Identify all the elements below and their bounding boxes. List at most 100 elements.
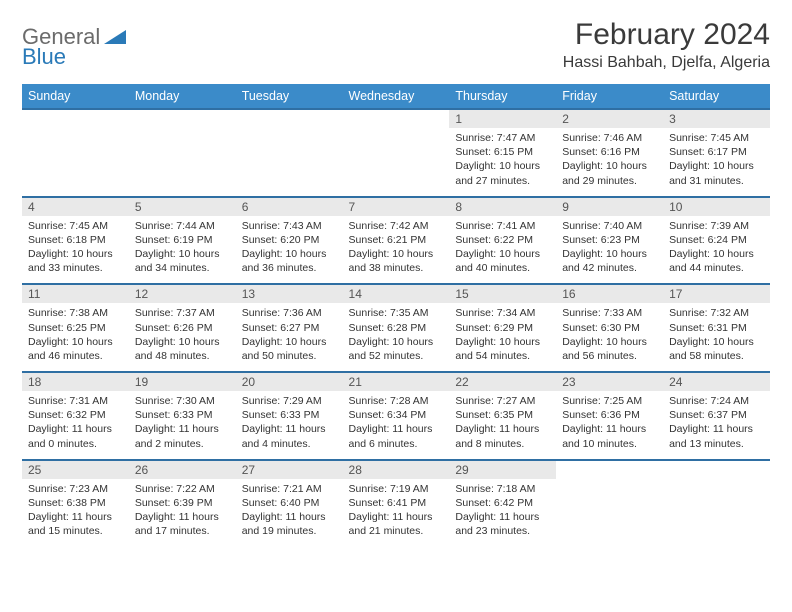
sunrise-text: Sunrise: 7:36 AM: [242, 306, 339, 320]
sunrise-text: Sunrise: 7:27 AM: [455, 394, 552, 408]
sunrise-text: Sunrise: 7:40 AM: [562, 219, 659, 233]
sunset-text: Sunset: 6:42 PM: [455, 496, 552, 510]
empty-cell: [663, 479, 770, 547]
daynum-22: 22: [449, 372, 556, 391]
day-21-info: Sunrise: 7:28 AMSunset: 6:34 PMDaylight:…: [343, 391, 450, 460]
day-7-info: Sunrise: 7:42 AMSunset: 6:21 PMDaylight:…: [343, 216, 450, 285]
day-27-info: Sunrise: 7:21 AMSunset: 6:40 PMDaylight:…: [236, 479, 343, 547]
daylight-text: Daylight: 10 hours and 33 minutes.: [28, 247, 125, 275]
sunset-text: Sunset: 6:28 PM: [349, 321, 446, 335]
daylight-text: Daylight: 11 hours and 10 minutes.: [562, 422, 659, 450]
sunrise-text: Sunrise: 7:35 AM: [349, 306, 446, 320]
empty-cell: [22, 128, 129, 197]
sunrise-text: Sunrise: 7:23 AM: [28, 482, 125, 496]
daylight-text: Daylight: 11 hours and 15 minutes.: [28, 510, 125, 538]
sunset-text: Sunset: 6:21 PM: [349, 233, 446, 247]
sunset-text: Sunset: 6:26 PM: [135, 321, 232, 335]
day-12-info: Sunrise: 7:37 AMSunset: 6:26 PMDaylight:…: [129, 303, 236, 372]
sunrise-text: Sunrise: 7:19 AM: [349, 482, 446, 496]
day-header-friday: Friday: [556, 84, 663, 109]
daylight-text: Daylight: 10 hours and 27 minutes.: [455, 159, 552, 187]
daylight-text: Daylight: 11 hours and 8 minutes.: [455, 422, 552, 450]
daylight-text: Daylight: 10 hours and 44 minutes.: [669, 247, 766, 275]
daylight-text: Daylight: 10 hours and 58 minutes.: [669, 335, 766, 363]
sunset-text: Sunset: 6:35 PM: [455, 408, 552, 422]
week-2-info-row: Sunrise: 7:38 AMSunset: 6:25 PM Daylight:…: [22, 303, 770, 372]
location-subtitle: Hassi Bahbah, Djelfa, Algeria: [563, 54, 770, 72]
day-18-info: Sunrise: 7:31 AMSunset: 6:32 PMDaylight:…: [22, 391, 129, 460]
sunset-text: Sunset: 6:29 PM: [455, 321, 552, 335]
day-6-info: Sunrise: 7:43 AMSunset: 6:20 PMDaylight:…: [236, 216, 343, 285]
empty-daynum: [129, 109, 236, 128]
daynum-16: 16: [556, 284, 663, 303]
daylight-text: Daylight: 10 hours and 40 minutes.: [455, 247, 552, 275]
empty-cell: [343, 128, 450, 197]
sunrise-text: Sunrise: 7:29 AM: [242, 394, 339, 408]
sunrise-text: Sunrise: 7:22 AM: [135, 482, 232, 496]
week-0-info-row: Sunrise: 7:47 AMSunset: 6:15 PMDaylight:…: [22, 128, 770, 197]
daylight-text: Daylight: 10 hours and 38 minutes.: [349, 247, 446, 275]
daynum-29: 29: [449, 460, 556, 479]
day-11-info: Sunrise: 7:38 AMSunset: 6:25 PMDaylight:…: [22, 303, 129, 372]
sunrise-text: Sunrise: 7:38 AM: [28, 306, 125, 320]
daynum-15: 15: [449, 284, 556, 303]
daynum-18: 18: [22, 372, 129, 391]
sunrise-text: Sunrise: 7:34 AM: [455, 306, 552, 320]
daynum-28: 28: [343, 460, 450, 479]
sunrise-text: Sunrise: 7:25 AM: [562, 394, 659, 408]
day-header-tuesday: Tuesday: [236, 84, 343, 109]
week-2-daynum-row: 11121314151617: [22, 284, 770, 303]
day-3-info: Sunrise: 7:45 AMSunset: 6:17 PMDaylight:…: [663, 128, 770, 197]
calendar-table: SundayMondayTuesdayWednesdayThursdayFrid…: [22, 84, 770, 546]
daylight-text: Daylight: 10 hours and 54 minutes.: [455, 335, 552, 363]
day-9-info: Sunrise: 7:40 AMSunset: 6:23 PMDaylight:…: [556, 216, 663, 285]
day-10-info: Sunrise: 7:39 AMSunset: 6:24 PMDaylight:…: [663, 216, 770, 285]
daylight-text: Daylight: 11 hours and 21 minutes.: [349, 510, 446, 538]
week-1-daynum-row: 45678910: [22, 197, 770, 216]
empty-cell: [236, 128, 343, 197]
sunset-text: Sunset: 6:38 PM: [28, 496, 125, 510]
day-5-info: Sunrise: 7:44 AMSunset: 6:19 PMDaylight:…: [129, 216, 236, 285]
daylight-text: Daylight: 11 hours and 6 minutes.: [349, 422, 446, 450]
sunset-text: Sunset: 6:20 PM: [242, 233, 339, 247]
sunset-text: Sunset: 6:25 PM: [28, 321, 125, 335]
sunset-text: Sunset: 6:39 PM: [135, 496, 232, 510]
sunrise-text: Sunrise: 7:45 AM: [669, 131, 766, 145]
sunset-text: Sunset: 6:15 PM: [455, 145, 552, 159]
day-23-info: Sunrise: 7:25 AMSunset: 6:36 PMDaylight:…: [556, 391, 663, 460]
daynum-3: 3: [663, 109, 770, 128]
daynum-8: 8: [449, 197, 556, 216]
logo-triangle-icon: [104, 26, 126, 49]
daynum-27: 27: [236, 460, 343, 479]
sunset-text: Sunset: 6:36 PM: [562, 408, 659, 422]
week-1-info-row: Sunrise: 7:45 AMSunset: 6:18 PMDaylight:…: [22, 216, 770, 285]
daylight-text: Daylight: 10 hours and 34 minutes.: [135, 247, 232, 275]
day-28-info: Sunrise: 7:19 AMSunset: 6:41 PMDaylight:…: [343, 479, 450, 547]
day-19-info: Sunrise: 7:30 AMSunset: 6:33 PMDaylight:…: [129, 391, 236, 460]
empty-daynum: [663, 460, 770, 479]
day-29-info: Sunrise: 7:18 AMSunset: 6:42 PMDaylight:…: [449, 479, 556, 547]
sunrise-text: Sunrise: 7:30 AM: [135, 394, 232, 408]
empty-cell: [129, 128, 236, 197]
day-8-info: Sunrise: 7:41 AMSunset: 6:22 PMDaylight:…: [449, 216, 556, 285]
empty-daynum: [22, 109, 129, 128]
day-header-saturday: Saturday: [663, 84, 770, 109]
daylight-text: Daylight: 11 hours and 2 minutes.: [135, 422, 232, 450]
sunrise-text: Sunrise: 7:28 AM: [349, 394, 446, 408]
daylight-text: Daylight: 10 hours and 42 minutes.: [562, 247, 659, 275]
sunset-text: Sunset: 6:40 PM: [242, 496, 339, 510]
day-20-info: Sunrise: 7:29 AMSunset: 6:33 PMDaylight:…: [236, 391, 343, 460]
daynum-21: 21: [343, 372, 450, 391]
week-4-info-row: Sunrise: 7:23 AMSunset: 6:38 PMDaylight:…: [22, 479, 770, 547]
daynum-11: 11: [22, 284, 129, 303]
sunrise-text: Sunrise: 7:18 AM: [455, 482, 552, 496]
sunrise-text: Sunrise: 7:47 AM: [455, 131, 552, 145]
day-1-info: Sunrise: 7:47 AMSunset: 6:15 PMDaylight:…: [449, 128, 556, 197]
sunset-text: Sunset: 6:37 PM: [669, 408, 766, 422]
daynum-24: 24: [663, 372, 770, 391]
daylight-text: Daylight: 11 hours and 13 minutes.: [669, 422, 766, 450]
day-22-info: Sunrise: 7:27 AMSunset: 6:35 PMDaylight:…: [449, 391, 556, 460]
daylight-text: Daylight: 11 hours and 19 minutes.: [242, 510, 339, 538]
daylight-text: Daylight: 10 hours and 29 minutes.: [562, 159, 659, 187]
daynum-19: 19: [129, 372, 236, 391]
